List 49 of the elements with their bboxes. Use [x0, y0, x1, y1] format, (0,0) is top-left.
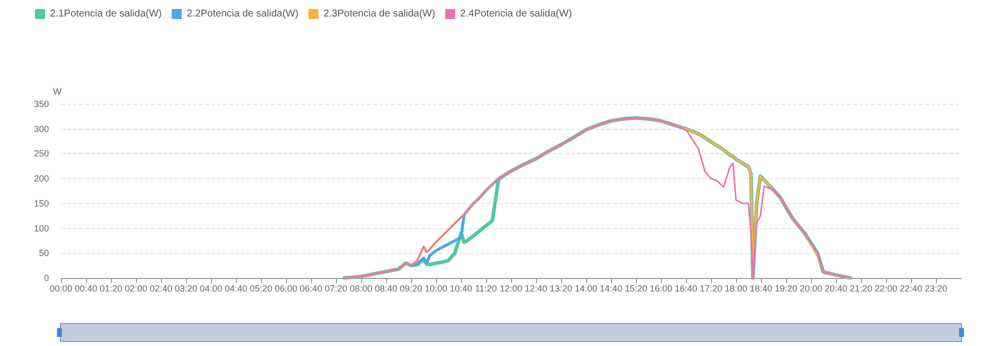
x-tick-label: 16:00: [650, 284, 672, 294]
x-tick-label: 00:00: [50, 284, 72, 294]
x-tick-label: 10:40: [450, 284, 472, 294]
x-tick-label: 01:20: [100, 284, 122, 294]
x-tick-label: 18:00: [724, 284, 748, 294]
x-tick-label: 02:00: [124, 284, 148, 294]
x-tick-label: 08:40: [374, 284, 398, 294]
x-tick-label: 06:00: [274, 284, 298, 294]
x-tick-label: 09:20: [400, 284, 422, 294]
x-tick-label: 05:20: [250, 284, 272, 294]
legend-label: 2.3Potencia de salida(W): [323, 8, 436, 20]
x-tick-label: 11:20: [475, 284, 497, 294]
legend-label: 2.1Potencia de salida(W): [50, 8, 162, 20]
x-tick-label: 13:20: [550, 284, 572, 294]
x-tick-label: 20:40: [824, 284, 848, 294]
x-tick-label: 02:40: [150, 284, 172, 294]
x-tick-label: 15:20: [624, 284, 648, 294]
y-tick-label: 150: [34, 198, 49, 208]
x-tick-label: 12:00: [500, 284, 522, 294]
x-tick-label: 03:20: [174, 284, 198, 294]
y-axis-title: W: [53, 86, 62, 96]
x-tick-label: 14:00: [574, 284, 598, 294]
x-tick-label: 23:20: [924, 284, 948, 294]
x-tick-label: 07:20: [324, 284, 348, 294]
x-tick-label: 04:40: [224, 284, 248, 294]
y-tick-label: 350: [34, 99, 49, 109]
y-tick-label: 200: [34, 174, 49, 184]
x-tick-label: 16:40: [674, 284, 698, 294]
x-tick-label: 06:40: [300, 284, 322, 294]
legend-label: 2.4Potencia de salida(W): [460, 8, 572, 20]
x-tick-label: 22:00: [874, 284, 898, 294]
x-tick-label: 10:00: [424, 284, 448, 294]
x-tick-label: 04:00: [200, 284, 222, 294]
y-tick-label: 0: [44, 273, 49, 283]
x-tick-label: 14:40: [600, 284, 622, 294]
y-tick-label: 100: [34, 223, 49, 234]
x-tick-label: 21:20: [850, 284, 872, 294]
x-tick-label: 12:40: [524, 284, 548, 294]
y-tick-label: 250: [34, 148, 49, 159]
y-tick-label: 50: [38, 248, 49, 258]
legend-label: 2.2Potencia de salida(W): [186, 8, 298, 20]
x-tick-label: 17:20: [700, 284, 722, 294]
x-tick-label: 18:40: [750, 284, 772, 294]
x-tick-label: 08:00: [350, 284, 372, 294]
x-tick-label: 22:40: [900, 284, 922, 294]
x-tick-label: 20:00: [800, 284, 822, 294]
x-tick-label: 19:20: [774, 284, 798, 294]
x-tick-label: 00:40: [74, 284, 98, 294]
y-tick-label: 300: [34, 124, 49, 134]
